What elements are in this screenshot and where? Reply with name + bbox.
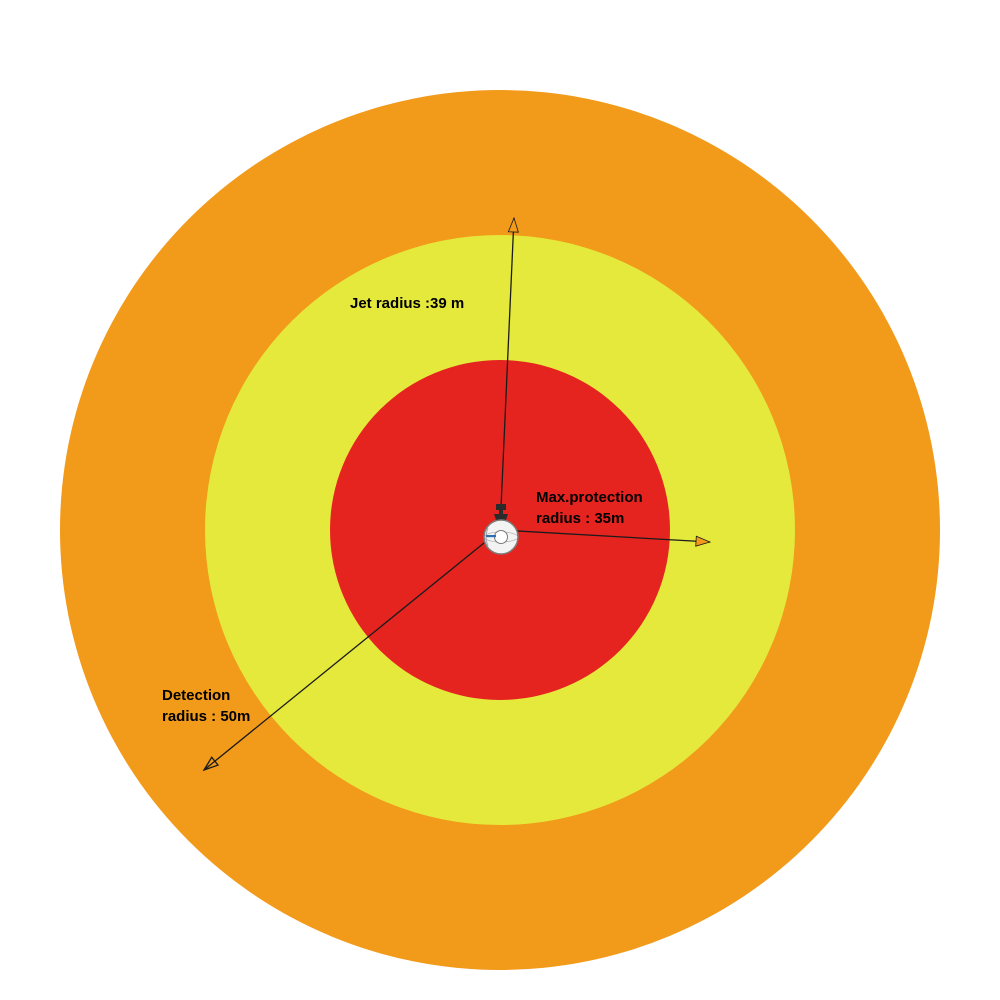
detection-radius-text-2: radius : 50m — [162, 708, 250, 725]
protection-radius-text-2: radius : 35m — [536, 510, 624, 527]
cannon-device-icon — [480, 504, 522, 556]
radius-diagram: Jet radius :39 m Max.protection radius :… — [0, 0, 1000, 1000]
detection-radius-text-1: Detection — [162, 687, 230, 704]
jet-radius-text: Jet radius :39 m — [350, 295, 464, 312]
detection-radius-label: Detection radius : 50m — [162, 685, 250, 727]
jet-radius-label: Jet radius :39 m — [350, 293, 464, 314]
protection-radius-label: Max.protection radius : 35m — [536, 487, 643, 529]
protection-radius-text-1: Max.protection — [536, 489, 643, 506]
